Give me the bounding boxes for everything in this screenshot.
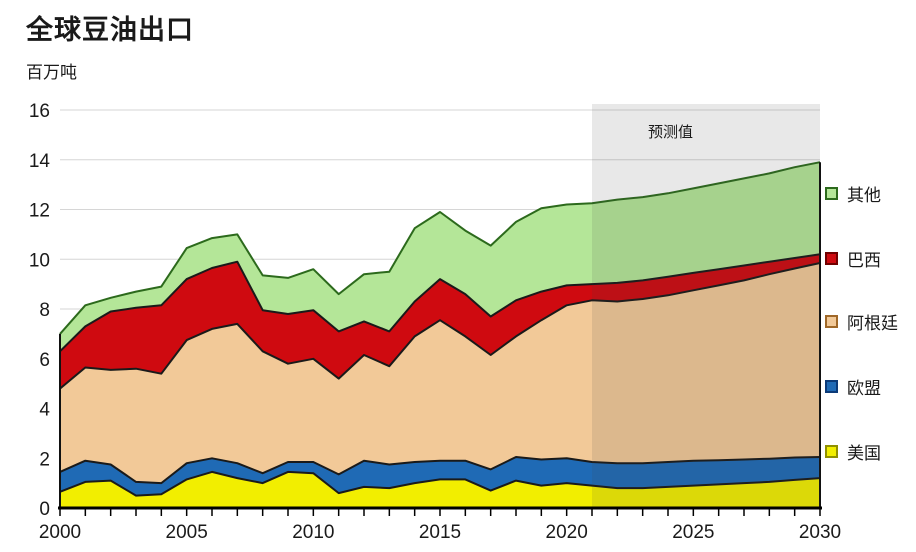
y-tick-label-10: 10 [29,250,50,271]
legend-label-argentina: 阿根廷 [847,314,898,333]
y-tick-label-16: 16 [29,101,50,122]
boundary-series-0 [59,470,821,497]
legend-swatch-argentina [825,315,838,328]
legend-item-other: 其他 [825,181,881,206]
x-tick-label-2010: 2010 [292,522,334,543]
x-tick-label-2005: 2005 [166,522,208,543]
area-series-1 [60,457,820,496]
y-tick-label-8: 8 [39,300,50,321]
legend-item-eu: 欧盟 [825,374,881,399]
forecast-label: 预测值 [648,124,694,141]
legend-label-other: 其他 [847,186,881,205]
area-series-2 [60,263,820,484]
boundary-series-3 [59,253,821,353]
area-series-4 [60,162,820,352]
x-tick-label-2025: 2025 [672,522,714,543]
legend-item-usa: 美国 [825,439,881,464]
boundary-series-4 [59,161,821,335]
y-tick-label-6: 6 [39,350,50,371]
forecast-band [592,104,820,508]
legend-swatch-brazil [825,252,838,265]
x-tick-label-2000: 2000 [39,522,81,543]
boundary-series-1 [59,456,821,485]
legend-item-argentina: 阿根廷 [825,309,898,334]
y-tick-label-12: 12 [29,201,50,222]
legend-swatch-eu [825,380,838,393]
y-axis-unit-label: 百万吨 [26,63,77,82]
legend-label-eu: 欧盟 [847,379,881,398]
legend-label-usa: 美国 [847,444,881,463]
y-tick-label-2: 2 [39,449,50,470]
y-tick-label-14: 14 [29,151,51,172]
boundary-series-2 [59,262,821,390]
x-tick-label-2030: 2030 [799,522,841,543]
x-tick-label-2015: 2015 [419,522,461,543]
legend-item-brazil: 巴西 [825,246,881,271]
y-tick-label-4: 4 [39,400,50,421]
chart-title: 全球豆油出口 [26,15,194,45]
legend-label-brazil: 巴西 [847,251,881,270]
y-tick-label-0: 0 [39,499,50,520]
x-tick-label-2020: 2020 [546,522,588,543]
legend-swatch-other [825,187,838,200]
legend-swatch-usa [825,445,838,458]
